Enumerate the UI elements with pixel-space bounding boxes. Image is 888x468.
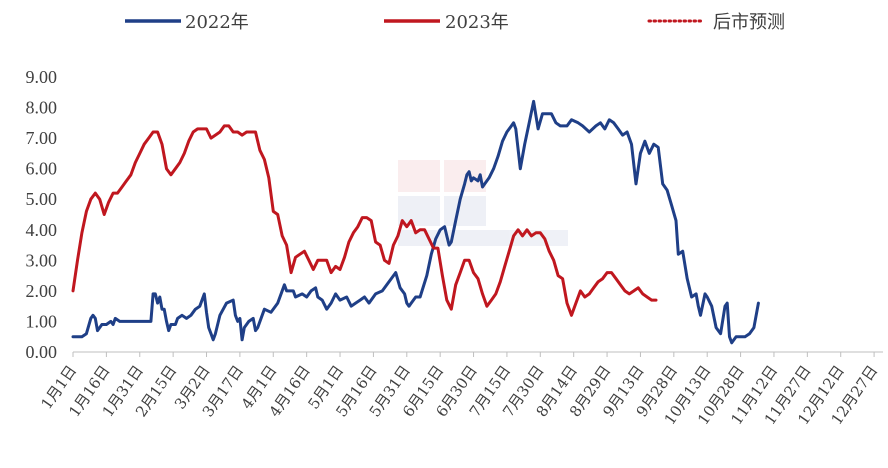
y-tick-label: 3.00 (26, 250, 58, 270)
series-line-2023 (71, 124, 658, 317)
y-axis: 0.00 1.00 2.00 3.00 4.00 5.00 6.00 7.00 8.00 9.00 (26, 67, 58, 362)
legend-label-forecast: 后市预测 (713, 12, 785, 33)
legend-label-2023: 2023年 (445, 12, 509, 33)
y-tick-label: 1.00 (26, 311, 58, 331)
y-tick-label: 6.00 (26, 159, 58, 179)
watermark-logo (398, 160, 568, 246)
plot-area (71, 99, 760, 345)
x-axis: 1月1日1月16日1月31日2月15日3月2日3月17日4月1日4月16日5月1… (37, 351, 883, 428)
y-tick-label: 2.00 (26, 281, 58, 301)
y-tick-label: 7.00 (26, 128, 58, 148)
y-tick-label: 8.00 (26, 98, 58, 118)
y-tick-label: 4.00 (26, 220, 58, 240)
y-tick-label: 9.00 (26, 67, 58, 87)
series-line-2022 (71, 99, 760, 345)
y-tick-label: 5.00 (26, 189, 58, 209)
legend: 2022年 2023年 后市预测 (125, 12, 785, 33)
legend-label-2022: 2022年 (185, 12, 249, 33)
y-tick-label: 0.00 (26, 342, 58, 362)
